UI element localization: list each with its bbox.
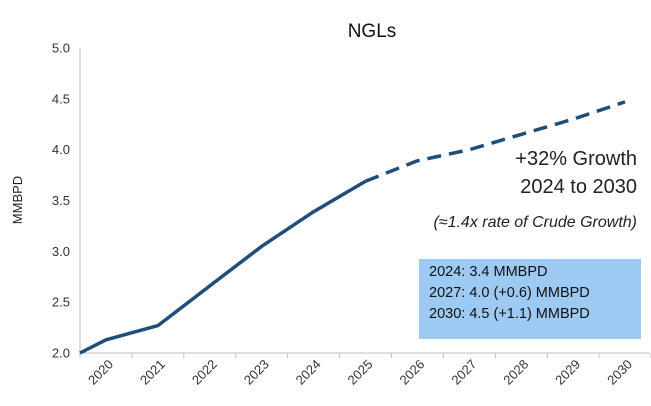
chart-title: NGLs bbox=[348, 21, 397, 42]
x-tick-label: 2029 bbox=[552, 357, 583, 388]
info-line-2030: 2030: 4.5 (+1.1) MMBPD bbox=[429, 306, 590, 322]
growth-annotation: +32% Growth 2024 to 2030 bbox=[515, 145, 637, 201]
x-tick-label: 2026 bbox=[396, 357, 427, 388]
info-line-2024: 2024: 3.4 MMBPD bbox=[429, 264, 548, 280]
y-tick-label: 4.5 bbox=[52, 91, 70, 106]
series-lines bbox=[79, 100, 626, 355]
y-tick-label: 5.0 bbox=[52, 41, 70, 56]
x-tick-label: 2021 bbox=[137, 357, 168, 388]
x-tick-label: 2030 bbox=[604, 357, 635, 388]
x-tick-label: 2024 bbox=[293, 357, 324, 388]
y-tick-label: 4.0 bbox=[52, 142, 70, 157]
growth-line-1: +32% Growth bbox=[515, 148, 637, 170]
y-axis-label: MMBPD bbox=[10, 176, 25, 224]
y-tick-label: 2.0 bbox=[52, 346, 70, 361]
historical-line bbox=[79, 179, 367, 355]
x-tick-labels: 2020 2021 2022 2023 2024 2025 2026 2027 2028 2029… bbox=[79, 353, 651, 388]
axes bbox=[79, 48, 650, 354]
info-box: 2024: 3.4 MMBPD 2027: 4.0 (+0.6) MMBPD 2… bbox=[419, 259, 641, 339]
x-tick-label: 2020 bbox=[85, 357, 116, 388]
x-tick-label: 2028 bbox=[500, 357, 531, 388]
forecast-line bbox=[364, 100, 626, 183]
y-tick-label: 2.5 bbox=[52, 295, 70, 310]
x-tick-label: 2022 bbox=[189, 357, 220, 388]
y-tick-label: 3.0 bbox=[52, 244, 70, 259]
rate-note: (≈1.4x rate of Crude Growth) bbox=[433, 214, 637, 231]
y-tick-labels: 2.0 2.5 3.0 3.5 4.0 4.5 5.0 bbox=[52, 41, 70, 361]
x-tick-label: 2025 bbox=[345, 357, 376, 388]
growth-line-2: 2024 to 2030 bbox=[520, 176, 637, 198]
x-tick-label: 2023 bbox=[241, 357, 272, 388]
info-line-2027: 2027: 4.0 (+0.6) MMBPD bbox=[429, 285, 590, 301]
y-tick-label: 3.5 bbox=[52, 193, 70, 208]
x-tick-label: 2027 bbox=[448, 357, 479, 388]
